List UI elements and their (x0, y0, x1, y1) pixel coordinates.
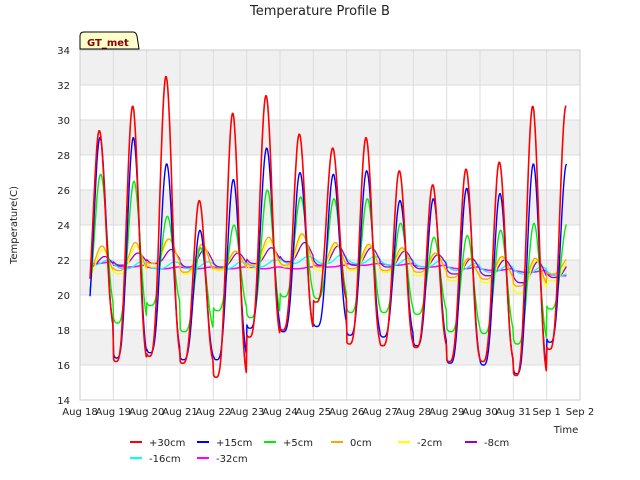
y-tick-label: 28 (57, 151, 70, 162)
x-tick-label: Aug 31 (496, 407, 531, 418)
series-line-0cm (89, 233, 567, 287)
series-line-plus15cm (89, 136, 568, 375)
series-line-minus16cm (90, 254, 567, 277)
y-tick-label: 30 (57, 116, 70, 127)
legend-label: +15cm (216, 438, 252, 449)
grid-band (80, 50, 580, 85)
x-tick-label: Aug 19 (96, 407, 131, 418)
legend-label: +30cm (149, 438, 185, 449)
x-tick-label: Aug 18 (62, 407, 97, 418)
y-tick-label: 34 (57, 46, 70, 57)
x-tick-label: Aug 25 (296, 407, 331, 418)
y-tick-label: 18 (57, 326, 70, 337)
x-tick-label: Sep 1 (532, 407, 560, 418)
y-axis-label: Temperature(C) (9, 186, 20, 265)
series-line-plus5cm (89, 173, 568, 345)
series-line-plus30cm (89, 75, 567, 379)
grid-band (80, 260, 580, 295)
grid-band (80, 330, 580, 365)
x-axis-label: Time (553, 425, 578, 436)
x-tick-label: Aug 28 (396, 407, 431, 418)
y-tick-label: 20 (57, 291, 70, 302)
badge-label: GT_met (87, 38, 129, 49)
x-tick-label: Aug 29 (429, 407, 464, 418)
gt-met-badge: GT_met (79, 31, 140, 50)
x-tick-label: Aug 27 (362, 407, 397, 418)
legend: +30cm +15cm +5cm 0cm -2cm -8cm -16cm -32cm (130, 438, 509, 465)
y-tick-label: 24 (57, 221, 70, 232)
y-tick-label: 22 (57, 256, 70, 267)
y-tick-label: 32 (57, 81, 70, 92)
x-tick-label: Aug 23 (229, 407, 264, 418)
legend-label: +5cm (283, 438, 313, 449)
series-line-minus32cm (89, 261, 567, 277)
legend-label: 0cm (350, 438, 372, 449)
x-tick-label: Aug 20 (129, 407, 164, 418)
series-layer (89, 75, 568, 379)
grid-band (80, 120, 580, 155)
x-tick-label: Aug 24 (262, 407, 297, 418)
legend-label: -8cm (484, 438, 509, 449)
y-tick-labels: 14 16 18 20 22 24 26 28 30 32 34 (57, 46, 70, 407)
y-tick-label: 16 (57, 361, 70, 372)
y-tick-label: 26 (57, 186, 70, 197)
badge-shape (79, 31, 140, 50)
legend-label: -32cm (216, 454, 248, 465)
x-tick-label: Aug 30 (462, 407, 497, 418)
chart-title: Temperature Profile B (249, 4, 390, 19)
plot-frame (79, 49, 581, 401)
legend-label: -2cm (417, 438, 442, 449)
x-tick-label: Aug 26 (329, 407, 364, 418)
x-tick-label: Aug 21 (162, 407, 197, 418)
legend-label: -16cm (149, 454, 181, 465)
x-tick-label: Aug 22 (196, 407, 231, 418)
x-tick-label: Sep 2 (566, 407, 594, 418)
y-tick-label: 14 (57, 396, 70, 407)
